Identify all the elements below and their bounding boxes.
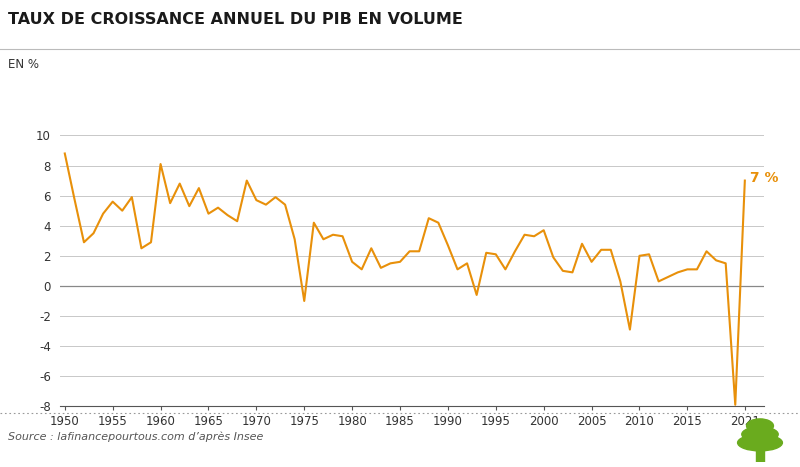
Text: Source : lafinancepourtous.com d’après Insee: Source : lafinancepourtous.com d’après I… [8,432,263,442]
Ellipse shape [738,434,782,451]
Ellipse shape [746,419,774,433]
Ellipse shape [742,427,778,442]
Text: TAUX DE CROISSANCE ANNUEL DU PIB EN VOLUME: TAUX DE CROISSANCE ANNUEL DU PIB EN VOLU… [8,12,463,27]
Text: 7 %: 7 % [750,170,778,184]
Text: EN %: EN % [8,58,39,71]
Bar [756,448,764,462]
